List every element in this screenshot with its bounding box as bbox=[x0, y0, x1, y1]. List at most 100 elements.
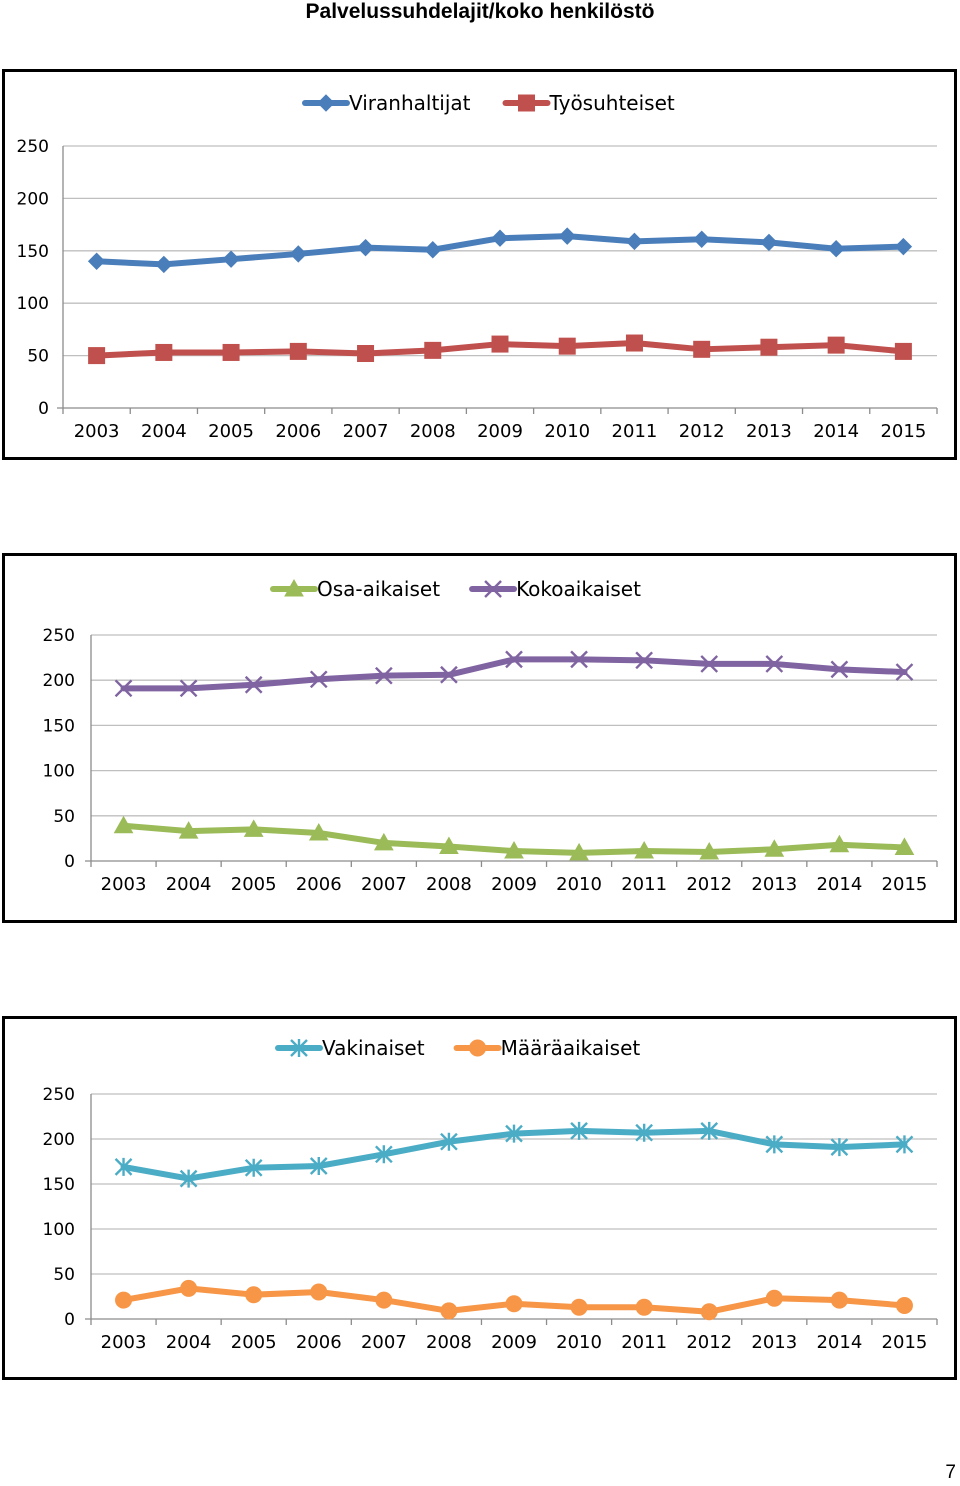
data-point-maaraaikaiset-2014 bbox=[830, 1291, 848, 1309]
data-point-maaraaikaiset-2010 bbox=[570, 1298, 588, 1316]
data-point-osa-aikaiset-2012 bbox=[699, 841, 720, 860]
data-point-maaraaikaiset-2012 bbox=[700, 1303, 718, 1321]
data-point-maaraaikaiset-2005 bbox=[245, 1286, 263, 1304]
data-point-osa-aikaiset-2010 bbox=[569, 842, 589, 861]
legend-label-kokoaikaiset: Kokoaikaiset bbox=[516, 577, 641, 601]
data-point-osa-aikaiset-2003 bbox=[113, 815, 134, 834]
x-axis-labels: 2003 2004 2005 2006 2007 2008 2009 2010 2011 2012… bbox=[62, 408, 938, 442]
y-tick-label: 100 bbox=[17, 294, 49, 314]
y-tick-label: 100 bbox=[43, 762, 75, 782]
data-point-viranhaltijat-2010 bbox=[558, 227, 576, 245]
gridlines bbox=[63, 145, 937, 357]
x-tick-label: 2004 bbox=[166, 874, 212, 895]
y-axis-labels: 0 50 100 150 200 250 bbox=[17, 137, 49, 419]
y-tick-label: 200 bbox=[43, 1130, 75, 1150]
x-tick-label: 2015 bbox=[882, 1332, 928, 1353]
data-point-tyosuhteiset-2008 bbox=[424, 341, 442, 359]
legend-marker-vakinaiset bbox=[290, 1039, 308, 1057]
data-point-maaraaikaiset-2004 bbox=[180, 1279, 198, 1297]
data-point-tyosuhteiset-2012 bbox=[693, 340, 711, 358]
legend-marker-tyosuhteiset bbox=[518, 94, 535, 112]
x-tick-label: 2014 bbox=[816, 1332, 862, 1353]
data-point-kokoaikaiset-2006 bbox=[309, 670, 328, 689]
data-point-maaraaikaiset-2013 bbox=[765, 1289, 783, 1307]
data-point-vakinaiset-2007 bbox=[374, 1145, 393, 1164]
data-point-osa-aikaiset-2009 bbox=[504, 841, 524, 859]
data-point-tyosuhteiset-2014 bbox=[827, 336, 845, 354]
x-tick-label: 2003 bbox=[101, 1332, 147, 1353]
series-line-kokoaikaiset bbox=[120, 656, 908, 692]
legend: Vakinaiset Määräaikaiset bbox=[275, 1036, 640, 1060]
x-tick-label: 2013 bbox=[751, 1332, 797, 1353]
x-tick-label: 2008 bbox=[426, 1332, 472, 1353]
x-tick-label: 2014 bbox=[816, 874, 862, 895]
data-point-kokoaikaiset-2011 bbox=[635, 651, 654, 670]
y-axis-labels: 0 50 100 150 200 250 bbox=[43, 626, 75, 872]
data-point-tyosuhteiset-2003 bbox=[88, 347, 106, 365]
series-tyosuhteiset bbox=[88, 334, 912, 365]
x-tick-label: 2008 bbox=[426, 874, 472, 895]
data-point-tyosuhteiset-2015 bbox=[894, 342, 912, 360]
data-point-tyosuhteiset-2009 bbox=[491, 335, 509, 353]
data-point-vakinaiset-2006 bbox=[309, 1157, 328, 1175]
data-point-viranhaltijat-2007 bbox=[356, 238, 375, 257]
series-kokoaikaiset bbox=[114, 650, 914, 698]
legend-label-tyosuhteiset: Työsuhteiset bbox=[549, 91, 675, 115]
y-tick-label: 50 bbox=[27, 347, 49, 367]
data-point-maaraaikaiset-2015 bbox=[895, 1297, 913, 1314]
data-point-vakinaiset-2003 bbox=[114, 1157, 133, 1176]
data-point-viranhaltijat-2008 bbox=[424, 241, 442, 259]
data-point-vakinaiset-2004 bbox=[179, 1169, 198, 1188]
data-point-kokoaikaiset-2009 bbox=[505, 650, 523, 669]
x-axis-labels: 2003 2004 2005 2006 2007 2008 2009 2010 2011 2012… bbox=[90, 1319, 938, 1353]
x-tick-label: 2006 bbox=[296, 1332, 342, 1353]
x-tick-label: 2012 bbox=[686, 1332, 732, 1353]
data-point-vakinaiset-2015 bbox=[895, 1135, 914, 1154]
data-point-viranhaltijat-2003 bbox=[87, 252, 106, 270]
x-tick-label: 2007 bbox=[361, 1332, 407, 1353]
data-point-osa-aikaiset-2006 bbox=[308, 822, 329, 841]
data-point-maaraaikaiset-2009 bbox=[505, 1295, 523, 1313]
y-tick-label: 0 bbox=[64, 1310, 75, 1330]
y-tick-label: 100 bbox=[43, 1220, 75, 1240]
legend-label-osa-aikaiset: Osa-aikaiset bbox=[317, 577, 440, 601]
x-tick-label: 2011 bbox=[621, 874, 667, 895]
data-point-viranhaltijat-2011 bbox=[625, 232, 644, 251]
data-point-tyosuhteiset-2006 bbox=[289, 342, 307, 360]
series-viranhaltijat bbox=[87, 227, 913, 274]
data-point-kokoaikaiset-2004 bbox=[179, 679, 198, 698]
x-axis-labels: 2003 2004 2005 2006 2007 2008 2009 2010 2011 2012… bbox=[90, 861, 938, 895]
data-point-kokoaikaiset-2003 bbox=[114, 679, 133, 698]
data-point-vakinaiset-2013 bbox=[765, 1135, 784, 1154]
data-point-osa-aikaiset-2013 bbox=[764, 839, 785, 857]
x-tick-label: 2009 bbox=[477, 421, 523, 442]
series-osa-aikaiset bbox=[113, 815, 915, 861]
x-tick-label: 2009 bbox=[491, 1332, 537, 1353]
data-point-osa-aikaiset-2015 bbox=[894, 837, 915, 855]
x-tick-label: 2008 bbox=[410, 421, 456, 442]
y-tick-label: 150 bbox=[17, 242, 49, 262]
chart-panel-contract-type: 0 50 100 150 200 250 2003 2004 2005 2006 2007 2008 2… bbox=[2, 1016, 957, 1380]
y-tick-label: 0 bbox=[64, 852, 75, 872]
y-axis-labels: 0 50 100 150 200 250 bbox=[43, 1085, 75, 1330]
y-tick-label: 50 bbox=[53, 1265, 75, 1285]
x-tick-label: 2006 bbox=[296, 874, 342, 895]
data-point-kokoaikaiset-2014 bbox=[830, 660, 849, 679]
data-point-tyosuhteiset-2007 bbox=[357, 345, 375, 363]
x-tick-label: 2007 bbox=[343, 421, 389, 442]
data-point-tyosuhteiset-2011 bbox=[625, 334, 643, 352]
data-point-kokoaikaiset-2015 bbox=[895, 663, 914, 681]
data-point-viranhaltijat-2004 bbox=[155, 255, 173, 274]
x-tick-label: 2003 bbox=[101, 874, 147, 895]
x-tick-label: 2013 bbox=[746, 421, 792, 442]
y-tick-label: 250 bbox=[17, 137, 49, 157]
y-tick-label: 250 bbox=[43, 626, 75, 646]
data-point-kokoaikaiset-2013 bbox=[765, 655, 784, 673]
gridlines bbox=[91, 634, 937, 817]
x-tick-label: 2004 bbox=[141, 421, 187, 442]
x-tick-label: 2006 bbox=[275, 421, 321, 442]
data-point-kokoaikaiset-2012 bbox=[700, 655, 719, 673]
